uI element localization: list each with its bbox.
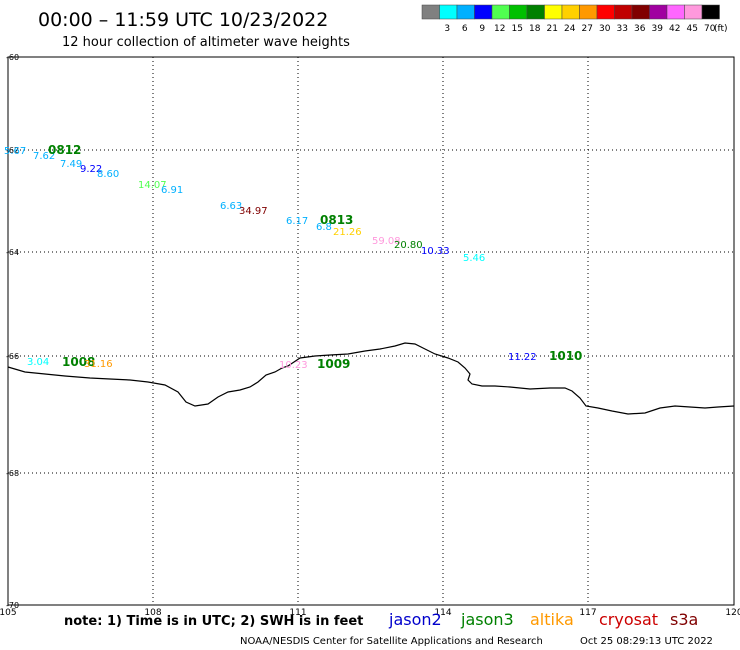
legend-label: 39 xyxy=(652,24,664,34)
legend-swatch xyxy=(666,4,685,20)
x-tick-label: 105 xyxy=(0,608,17,618)
legend-swatch xyxy=(596,4,615,20)
wave-height-legend: 3 6 9 12 15 18 21 24 27 30 33 36 39 42 45 70 xyxy=(421,4,720,34)
legend-label: 15 xyxy=(512,24,523,34)
x-tick-label: 111 xyxy=(289,608,306,618)
x-tick-label: 114 xyxy=(434,608,451,618)
legend-label: 12 xyxy=(494,24,505,34)
observation-label: 10.23 xyxy=(279,360,308,371)
legend-label: 33 xyxy=(617,24,628,34)
satellite-jason2: jason2 xyxy=(388,610,442,629)
legend-label: 21 xyxy=(547,24,558,34)
y-tick-label: -64 xyxy=(6,248,19,257)
legend-swatch xyxy=(614,4,633,20)
legend-label: 9 xyxy=(479,24,485,34)
map-frame xyxy=(7,56,735,606)
observation-label: 14.07 xyxy=(138,180,167,191)
legend-swatch xyxy=(456,4,475,20)
y-tick-label: -66 xyxy=(6,352,19,361)
y-tick-label: -68 xyxy=(6,469,19,478)
legend-swatch xyxy=(561,4,580,20)
legend-swatch xyxy=(649,4,668,20)
satellite-altika: altika xyxy=(530,610,574,629)
satellite-cryosat: cryosat xyxy=(599,610,658,629)
map-title: 00:00 – 11:59 UTC 10/23/2022 xyxy=(38,9,328,31)
lat-lon-grid: 105 108 111 114 117 120 -60 -62 -64 -66 -68 -70 xyxy=(0,53,740,618)
observation-label: 8.60 xyxy=(97,169,119,180)
observation-label: 1010 xyxy=(549,349,582,363)
antarctic-coastline xyxy=(7,342,735,415)
legend-swatch xyxy=(439,4,458,20)
observation-label: 0813 xyxy=(320,213,353,227)
legend-label: 36 xyxy=(634,24,646,34)
observation-label: 5.46 xyxy=(463,253,485,264)
x-tick-label: 108 xyxy=(144,608,161,618)
observation-label: 1008 xyxy=(62,355,95,369)
observation-label: 34.97 xyxy=(239,206,268,217)
observation-label: 6.8 xyxy=(316,222,332,233)
legend-label: 30 xyxy=(599,24,611,34)
legend-swatch xyxy=(684,4,703,20)
observation-label: 20.80 xyxy=(394,240,423,251)
observation-label: 7.49 xyxy=(60,159,82,170)
legend-swatch xyxy=(509,4,528,20)
x-tick-label: 117 xyxy=(579,608,596,618)
legend-label: 27 xyxy=(582,24,593,34)
legend-unit: (ft) xyxy=(714,24,728,34)
x-tick-label: 120 xyxy=(725,608,740,618)
legend-label: 42 xyxy=(669,24,680,34)
legend-swatch xyxy=(474,4,493,20)
legend-swatch xyxy=(579,4,598,20)
footer-credit: NOAA/NESDIS Center for Satellite Applica… xyxy=(240,636,543,647)
observation-label: 0812 xyxy=(48,143,81,157)
legend-label: 45 xyxy=(687,24,698,34)
y-tick-label: -62 xyxy=(6,146,19,155)
satellite-s3a: s3a xyxy=(670,610,698,629)
observation-label: 7.62 xyxy=(33,151,55,162)
observation-label: 1009 xyxy=(317,357,350,371)
observation-label: 21.26 xyxy=(333,227,362,238)
legend-label: 18 xyxy=(529,24,541,34)
satellite-legend: jason2 jason3 altika cryosat s3a xyxy=(388,610,698,629)
observation-label: 9.22 xyxy=(80,164,102,175)
y-tick-label: -60 xyxy=(6,53,19,62)
observation-label: 59.08 xyxy=(372,236,401,247)
observation-label: 3.04 xyxy=(27,357,49,368)
observation-label: 10.33 xyxy=(421,246,450,257)
legend-swatch xyxy=(544,4,563,20)
y-tick-label: -70 xyxy=(6,601,19,610)
observation-label: 11.22 xyxy=(508,352,537,363)
satellite-jason3: jason3 xyxy=(460,610,514,629)
legend-label: 6 xyxy=(462,24,468,34)
legend-swatch xyxy=(631,4,650,20)
legend-label: 24 xyxy=(564,24,576,34)
observation-label: 6.17 xyxy=(286,216,308,227)
legend-label: 3 xyxy=(444,24,450,34)
legend-swatch xyxy=(701,4,720,20)
footer-note: note: 1) Time is in UTC; 2) SWH is in fe… xyxy=(64,614,363,629)
map-subtitle: 12 hour collection of altimeter wave hei… xyxy=(62,35,350,50)
legend-swatch xyxy=(491,4,510,20)
legend-swatch xyxy=(421,4,440,20)
legend-swatch xyxy=(526,4,545,20)
observation-label: 5.67 xyxy=(4,146,26,157)
observation-label: 31.16 xyxy=(84,359,113,370)
footer-timestamp: Oct 25 08:29:13 UTC 2022 xyxy=(580,636,713,647)
observation-label: 6.63 xyxy=(220,201,242,212)
observation-label: 6.91 xyxy=(161,185,183,196)
legend-label: 70 xyxy=(704,24,716,34)
